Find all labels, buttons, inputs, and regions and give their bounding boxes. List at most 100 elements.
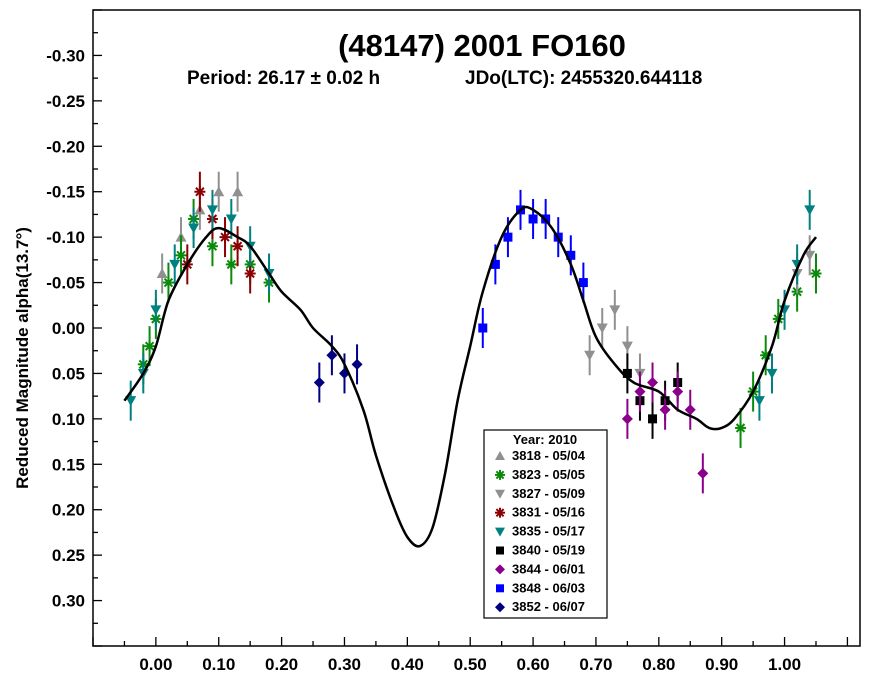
legend-entry: 3827 - 05/09: [495, 486, 585, 501]
y-tick-label: -0.25: [46, 92, 85, 111]
data-point: [125, 396, 137, 407]
data-point: [313, 377, 325, 389]
legend-label: 3835 - 05/17: [512, 524, 585, 539]
x-tick-label: 0.70: [579, 655, 612, 674]
data-point: [804, 250, 816, 261]
y-tick-label: -0.10: [46, 228, 85, 247]
series-8: [313, 335, 363, 403]
x-tick-label: 0.30: [328, 655, 361, 674]
data-point: [490, 259, 500, 269]
legend-marker: [496, 546, 504, 555]
legend-label: 3831 - 05/16: [512, 505, 585, 520]
chart-title: (48147) 2001 FO160: [338, 28, 626, 63]
data-point: [213, 186, 225, 197]
y-tick-label: 0.10: [52, 410, 85, 429]
data-point: [735, 422, 747, 434]
x-tick-label: 0.10: [202, 655, 235, 674]
legend-marker: [495, 527, 505, 537]
data-point: [578, 278, 588, 288]
legend-marker: [495, 489, 505, 499]
data-point: [225, 214, 237, 225]
fit-curve: [123, 205, 818, 548]
data-point: [622, 368, 632, 378]
legend-entry: 3848 - 06/03: [496, 580, 585, 595]
legend-label: 3840 - 05/19: [512, 543, 585, 558]
data-point: [244, 267, 256, 279]
legend-marker: [495, 507, 505, 518]
plot-frame: [92, 9, 861, 647]
legend-entry: 3831 - 05/16: [495, 505, 585, 520]
data-point: [503, 232, 513, 242]
legend-label: 3823 - 05/05: [512, 467, 585, 482]
data-point: [188, 223, 200, 234]
period-label: Period: 26.17 ± 0.02 h: [187, 68, 380, 89]
data-point: [326, 349, 338, 361]
x-tick-label: 0.90: [705, 655, 738, 674]
data-point: [150, 305, 162, 316]
data-point: [609, 305, 621, 316]
x-tick-label: 0.00: [139, 655, 172, 674]
data-point: [478, 323, 488, 333]
data-point: [194, 186, 206, 198]
y-tick-label: -0.20: [46, 137, 85, 156]
data-point: [647, 377, 659, 389]
legend-entry: 3823 - 05/05: [495, 467, 585, 482]
data-point: [566, 250, 576, 260]
data-point: [684, 404, 696, 416]
data-point: [144, 340, 156, 352]
legend-marker: [495, 451, 505, 460]
data-point: [156, 267, 168, 278]
x-tick-label: 1.00: [768, 655, 801, 674]
data-point: [175, 249, 187, 261]
data-point: [621, 413, 633, 425]
data-point: [206, 205, 218, 216]
legend-entry: 3818 - 05/04: [495, 448, 586, 463]
y-axis-label: Reduced Magnitude alpha(13.7°): [13, 227, 32, 489]
y-tick-label: 0.25: [52, 546, 85, 565]
y-tick-label: -0.15: [46, 183, 85, 202]
legend-marker: [495, 564, 505, 575]
legend-label: 3818 - 05/04: [512, 448, 586, 463]
x-axis: 0.00 0.10 0.20 0.30 0.40 0.50 0.60 0.70 0.80 0.90…: [92, 637, 849, 674]
y-tick-label: -0.30: [46, 46, 85, 65]
x-tick-label: 0.80: [642, 655, 675, 674]
data-point: [169, 259, 181, 270]
data-point: [232, 240, 244, 252]
data-point: [810, 267, 822, 279]
legend-title: Year: 2010: [513, 432, 577, 447]
legend-box: [483, 429, 608, 619]
series-6: [621, 362, 709, 494]
legend-marker: [496, 584, 504, 593]
x-tick-label: 0.40: [391, 655, 424, 674]
data-series: [125, 171, 822, 494]
data-point: [162, 277, 174, 289]
series-4: [125, 189, 816, 421]
legend-marker: [495, 602, 505, 613]
y-tick-label: -0.05: [46, 274, 85, 293]
data-point: [648, 414, 658, 424]
legend-entry: 3840 - 05/19: [496, 543, 585, 558]
y-tick-label: 0.30: [52, 592, 85, 611]
series-1: [137, 198, 822, 448]
legend-label: 3852 - 06/07: [512, 599, 585, 614]
data-point: [351, 358, 363, 370]
legend-entry: 3835 - 05/17: [495, 524, 585, 539]
data-point: [232, 186, 244, 197]
legend-entry: 3852 - 06/07: [495, 599, 585, 614]
data-point: [206, 240, 218, 252]
x-tick-label: 0.60: [517, 655, 550, 674]
data-point: [634, 386, 646, 398]
data-point: [596, 323, 608, 334]
data-point: [584, 350, 596, 361]
data-point: [804, 205, 816, 216]
y-tick-label: 0.05: [52, 364, 85, 383]
jdo-label: JDo(LTC): 2455320.644118: [465, 68, 702, 89]
legend-marker: [495, 469, 505, 480]
data-point: [225, 258, 237, 270]
legend-label: 3844 - 06/01: [512, 561, 585, 576]
y-axis: -0.30 -0.25 -0.20 -0.15 -0.10 -0.05 0.00 0.05 0.…: [46, 9, 102, 647]
legend: Year: 2010 3818 - 05/04 3823 - 05/05 3827 …: [483, 429, 608, 619]
x-tick-label: 0.50: [454, 655, 487, 674]
data-point: [697, 467, 709, 479]
